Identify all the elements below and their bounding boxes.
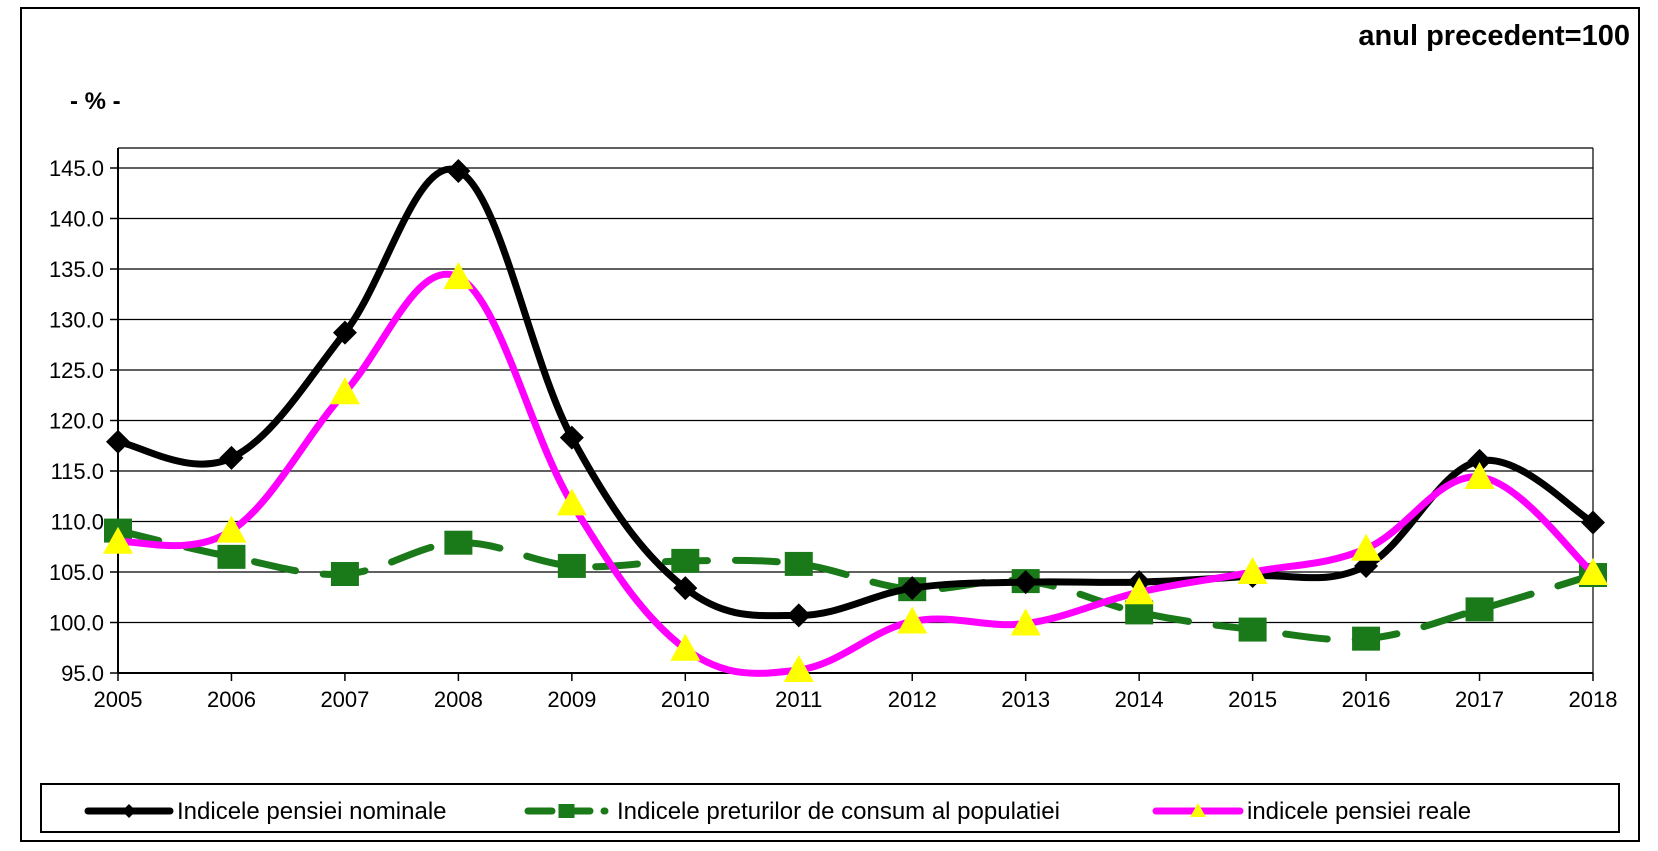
legend-entry-1: Indicele preturilor de consum al populat… — [524, 798, 1060, 825]
data-point-triangle — [670, 633, 701, 661]
y-tick-label: 120.0 — [49, 409, 104, 434]
data-point-diamond — [332, 320, 357, 345]
data-point-square — [444, 530, 473, 555]
data-point-triangle — [1464, 462, 1495, 490]
data-point-triangle — [556, 488, 587, 516]
y-axis-ticks: 95.0 100.0 105.0 110.0 115.0 120.0 125.0 130.0 1… — [49, 156, 118, 686]
y-tick-label: 115.0 — [51, 459, 104, 484]
data-point-triangle — [1010, 608, 1041, 636]
legend-entries: Indicele pensiei nominale Indicele pretur… — [84, 798, 1471, 825]
data-point-square — [1125, 600, 1154, 625]
y-tick-label: 110.0 — [51, 510, 104, 535]
data-point-square — [1352, 626, 1381, 651]
data-point-square — [1238, 617, 1267, 642]
data-point-triangle — [783, 654, 814, 682]
x-axis-ticks: 2005 2006 2007 2008 2009 2010 2011 2012 2013 2014… — [94, 673, 1618, 712]
x-tick-label: 2005 — [94, 687, 143, 712]
data-point-diamond — [1581, 510, 1605, 535]
data-point-diamond — [559, 425, 584, 450]
x-tick-label: 2018 — [1569, 687, 1618, 712]
series-group — [103, 159, 1608, 682]
data-point-triangle — [1124, 577, 1155, 605]
x-tick-label: 2010 — [661, 687, 710, 712]
chart-subtitle: anul precedent=100 — [1358, 20, 1630, 52]
legend — [40, 783, 1620, 833]
data-point-diamond — [446, 159, 471, 184]
legend-label: Indicele preturilor de consum al populat… — [617, 798, 1060, 825]
data-point-triangle — [329, 377, 360, 405]
x-tick-label: 2015 — [1228, 687, 1277, 712]
legend-entry-2: indicele pensiei reale — [1152, 798, 1471, 825]
data-point-diamond — [786, 603, 811, 628]
data-point-triangle — [897, 606, 928, 634]
y-tick-label: 140.0 — [49, 207, 104, 232]
y-tick-label: 105.0 — [49, 560, 104, 585]
legend-entry-0: Indicele pensiei nominale — [84, 798, 447, 825]
data-point-triangle — [443, 262, 474, 290]
data-point-triangle — [1578, 558, 1608, 586]
y-tick-label: 130.0 — [49, 308, 104, 333]
data-point-triangle — [103, 526, 133, 554]
series-0 — [106, 159, 1605, 628]
x-tick-label: 2013 — [1001, 687, 1050, 712]
y-tick-label: 100.0 — [49, 611, 104, 636]
axes — [117, 147, 1594, 674]
data-point-square — [330, 562, 359, 587]
data-point-diamond — [900, 576, 925, 601]
data-point-square — [784, 551, 813, 576]
legend-label: indicele pensiei reale — [1247, 798, 1471, 825]
y-tick-label: 95.0 — [61, 661, 104, 686]
data-point-square — [217, 544, 246, 569]
y-tick-label: 145.0 — [49, 156, 104, 181]
chart-frame — [20, 7, 1640, 842]
legend-label: Indicele pensiei nominale — [177, 798, 447, 825]
x-tick-label: 2006 — [207, 687, 256, 712]
series-2 — [103, 262, 1608, 682]
x-tick-label: 2012 — [888, 687, 937, 712]
x-tick-label: 2017 — [1455, 687, 1504, 712]
data-point-square — [557, 553, 586, 578]
x-tick-label: 2007 — [320, 687, 369, 712]
legend-marker — [1190, 803, 1206, 817]
x-tick-label: 2014 — [1115, 687, 1164, 712]
x-tick-label: 2009 — [547, 687, 596, 712]
y-tick-label: 125.0 — [49, 358, 104, 383]
data-point-diamond — [673, 576, 698, 601]
data-point-diamond — [219, 445, 244, 470]
legend-marker — [558, 804, 575, 818]
x-tick-label: 2008 — [434, 687, 483, 712]
data-point-triangle — [1351, 533, 1382, 561]
y-axis-unit-label: - % - — [70, 88, 121, 115]
x-tick-label: 2011 — [775, 687, 822, 712]
x-tick-label: 2016 — [1342, 687, 1391, 712]
data-point-square — [1465, 597, 1494, 622]
data-point-triangle — [216, 515, 247, 543]
data-point-triangle — [1237, 557, 1268, 584]
y-tick-label: 135.0 — [49, 257, 104, 282]
data-point-diamond — [106, 429, 130, 454]
data-point-diamond — [1013, 570, 1038, 595]
data-point-diamond — [1467, 448, 1492, 473]
data-point-square — [671, 548, 700, 573]
legend-marker — [122, 804, 136, 818]
